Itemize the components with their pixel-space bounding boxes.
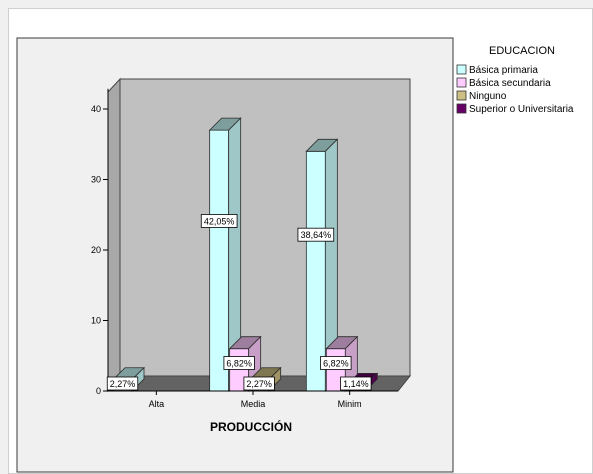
data-label-box bbox=[200, 214, 238, 228]
legend-label: Ninguno bbox=[469, 91, 507, 102]
bars-group: 2,27% 42,05% 6,82% 2,27% 38,64% 6,82% 1,14% bbox=[106, 117, 379, 392]
legend-title: EDUCACION bbox=[489, 45, 555, 57]
bar-front bbox=[305, 150, 326, 392]
y-tick-label: 30 bbox=[91, 175, 101, 185]
x-tick-label: Alta bbox=[149, 399, 165, 409]
legend: EDUCACION Básica primaria Básica secundar… bbox=[456, 45, 574, 115]
data-label: 6,82% bbox=[226, 359, 252, 369]
data-label-box bbox=[297, 227, 335, 242]
legend-label: Superior o Universitaria bbox=[469, 104, 574, 115]
legend-label: Básica secundaria bbox=[469, 78, 551, 89]
x-tick-label: Minim bbox=[338, 399, 362, 409]
x-axis: Alta Media Minim bbox=[108, 390, 398, 409]
data-label: 2,27% bbox=[246, 379, 272, 389]
y-tick-label: 40 bbox=[91, 104, 101, 114]
y-tick-label: 20 bbox=[91, 245, 101, 255]
data-label-box bbox=[243, 376, 275, 391]
x-axis-title: PRODUCCIÓN bbox=[210, 419, 292, 434]
plot-side-wall bbox=[107, 77, 121, 393]
data-label: 42,05% bbox=[204, 216, 235, 226]
y-axis: 0 10 20 30 40 bbox=[91, 88, 109, 396]
legend-label: Básica primaria bbox=[469, 65, 538, 76]
bar-front bbox=[209, 129, 230, 392]
plot-back-wall bbox=[119, 78, 411, 377]
x-tick-label: Media bbox=[241, 399, 266, 409]
data-label: 38,64% bbox=[301, 230, 332, 240]
legend-swatch bbox=[456, 90, 467, 101]
legend-swatch bbox=[456, 77, 467, 88]
legend-swatch bbox=[456, 64, 467, 75]
data-label-box bbox=[340, 376, 372, 391]
data-label: 1,14% bbox=[343, 379, 369, 389]
data-label-box bbox=[106, 376, 139, 391]
legend-swatch bbox=[456, 103, 467, 114]
y-tick-label: 10 bbox=[91, 316, 101, 326]
y-tick-label: 0 bbox=[96, 386, 101, 396]
data-label-box bbox=[320, 356, 352, 370]
data-label: 6,82% bbox=[323, 359, 349, 369]
data-label-box bbox=[223, 356, 255, 370]
data-label: 2,27% bbox=[110, 379, 136, 389]
